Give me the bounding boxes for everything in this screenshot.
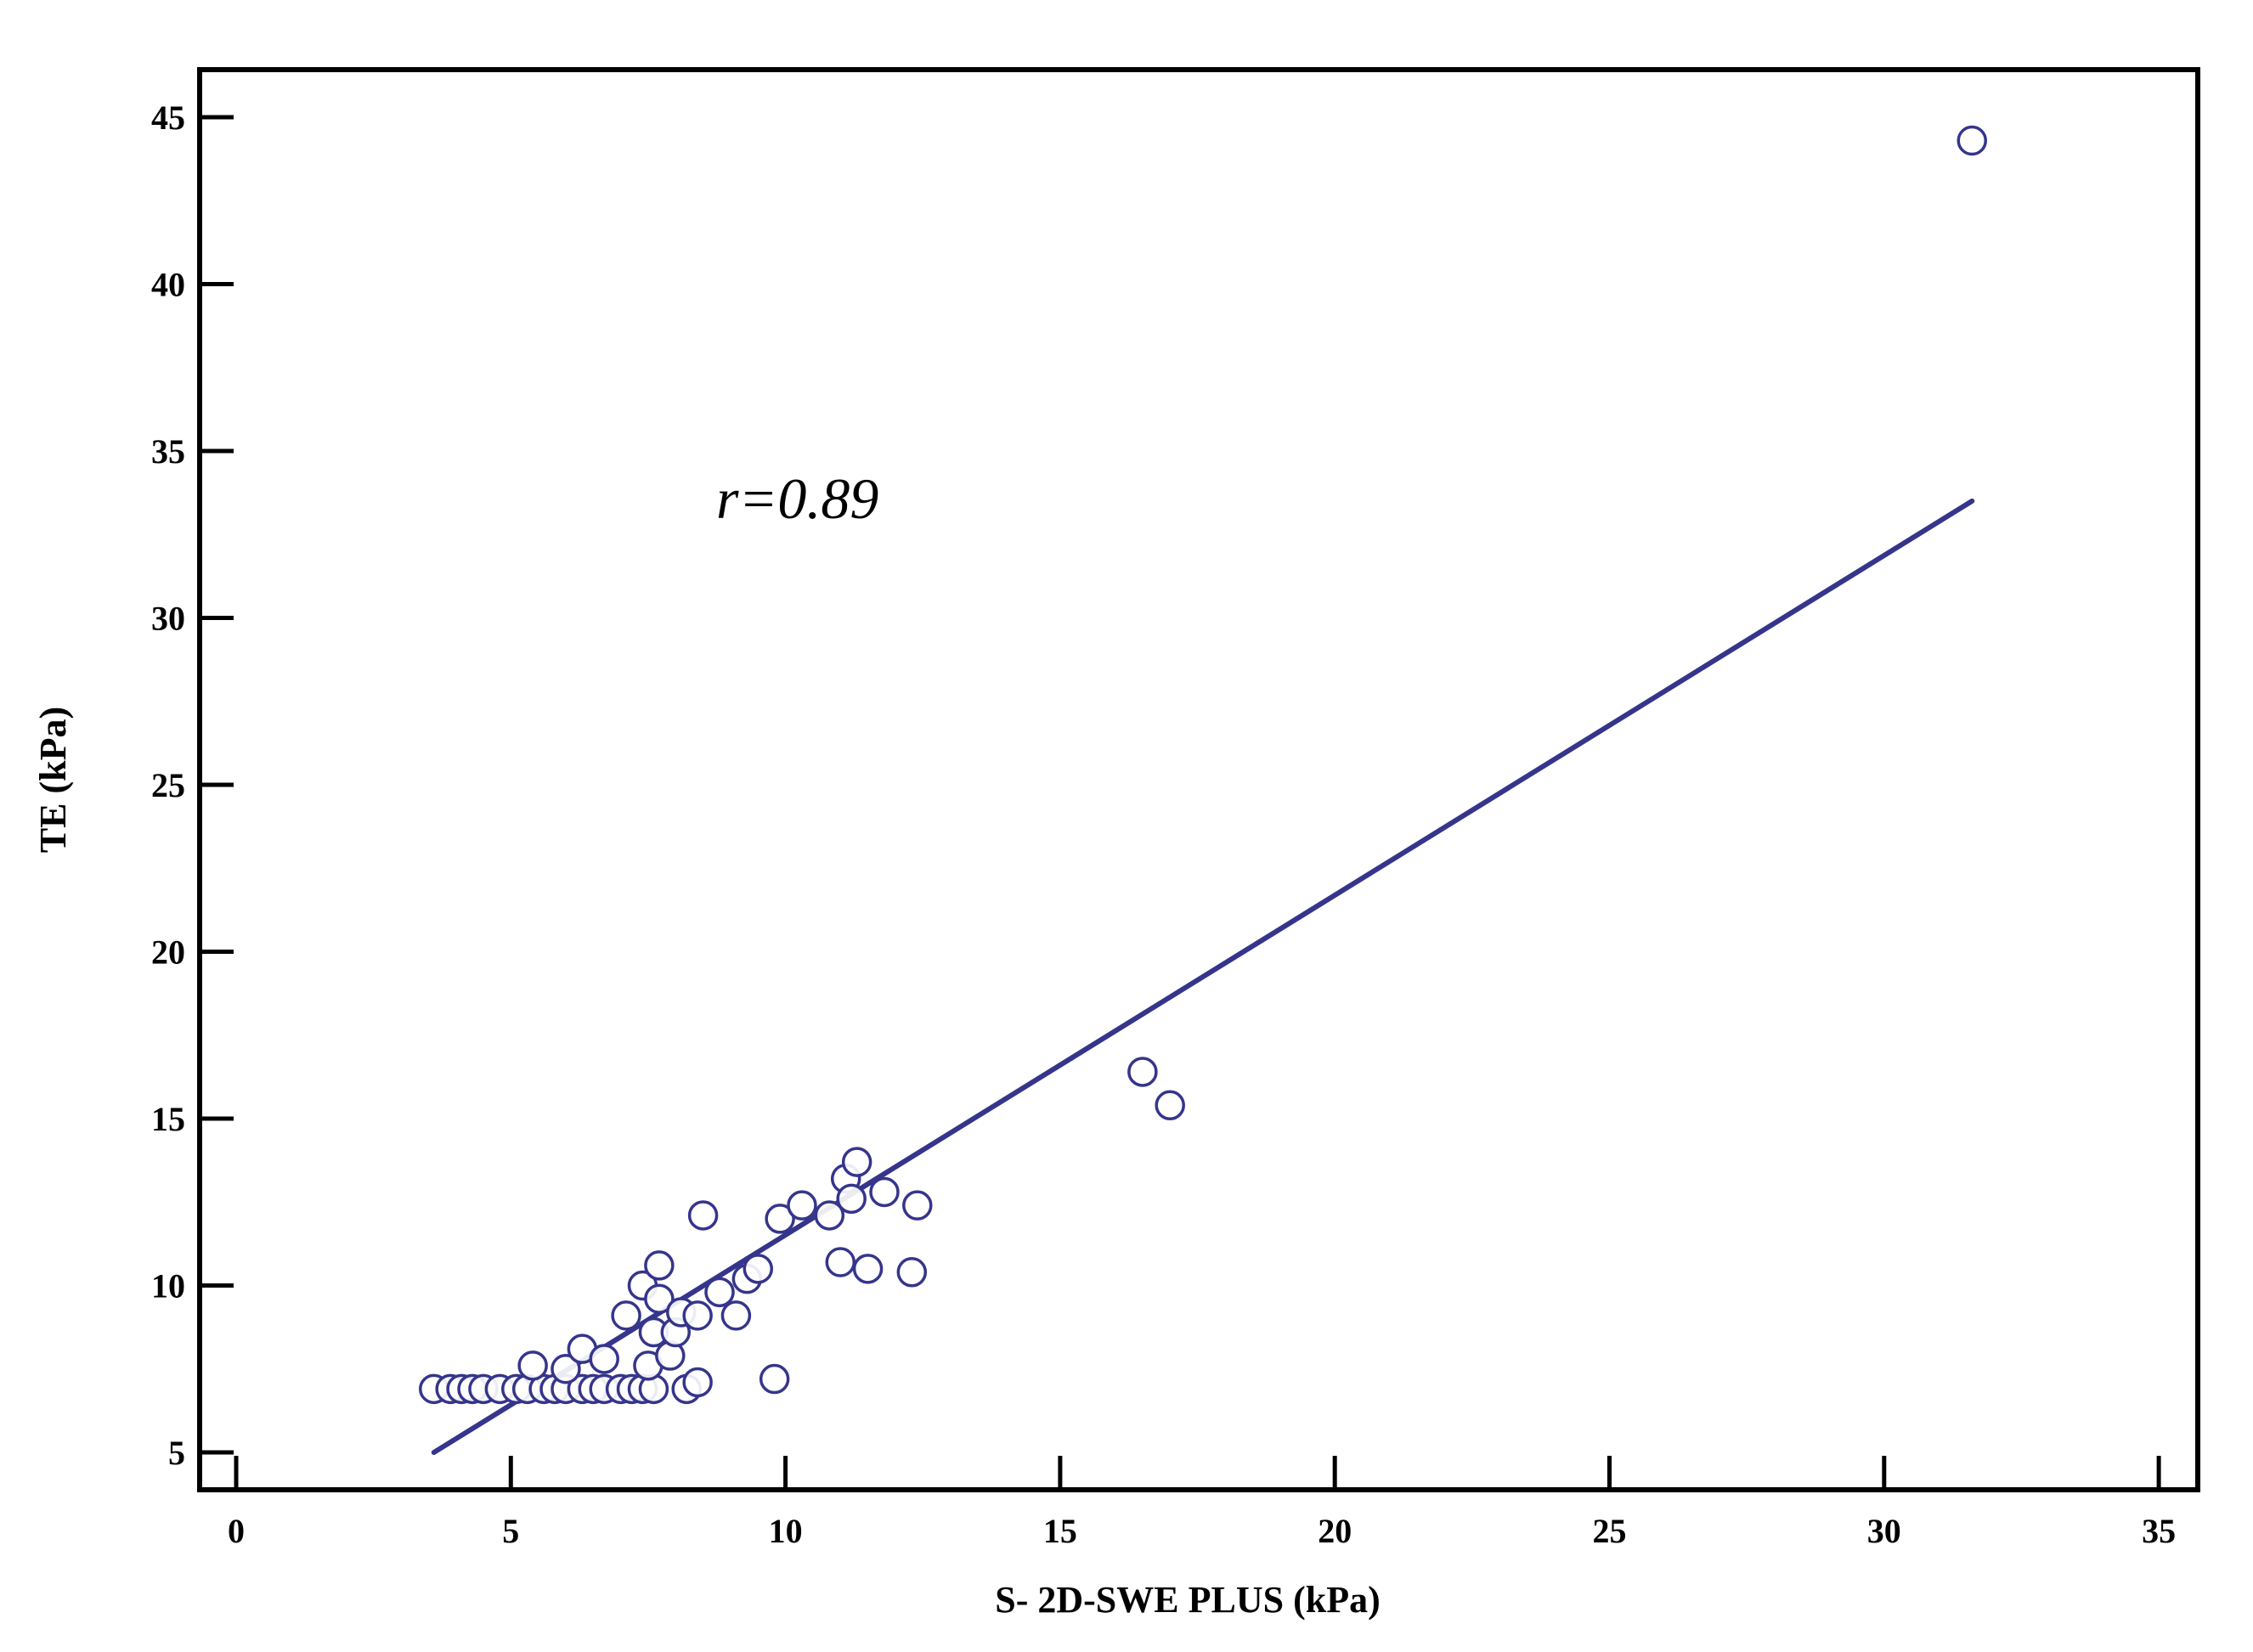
- y-tick-label: 30: [151, 600, 185, 638]
- data-point: [896, 1257, 928, 1288]
- data-point: [1155, 1090, 1185, 1121]
- y-tick-label: 40: [151, 266, 185, 304]
- data-point: [869, 1176, 900, 1208]
- data-point: [644, 1250, 675, 1281]
- data-point: [902, 1190, 933, 1221]
- y-tick-label: 25: [151, 766, 185, 804]
- x-tick-label: 15: [1043, 1512, 1077, 1550]
- y-axis-title: TE (kPa): [32, 707, 74, 853]
- x-axis-ticks: 0 5 10 15 20 25 30 35: [228, 1456, 2176, 1550]
- data-point: [704, 1277, 735, 1308]
- correlation-annotation: r=0.89: [716, 466, 878, 531]
- y-tick-label: 10: [151, 1267, 185, 1305]
- data-point: [644, 1283, 675, 1314]
- x-tick-label: 20: [1318, 1512, 1352, 1550]
- data-point: [743, 1254, 774, 1284]
- data-point: [787, 1190, 817, 1221]
- data-point: [589, 1344, 619, 1374]
- x-tick-label: 5: [502, 1512, 519, 1550]
- data-point: [1127, 1057, 1158, 1087]
- y-tick-label: 35: [151, 432, 185, 471]
- data-point: [611, 1300, 641, 1331]
- regression-line: [431, 498, 1975, 1455]
- data-point: [682, 1300, 713, 1331]
- data-point: [1957, 125, 1988, 156]
- plot-frame: [197, 67, 2200, 1492]
- data-point: [517, 1350, 548, 1381]
- y-tick-label: 20: [151, 933, 185, 972]
- x-tick-label: 10: [769, 1512, 803, 1550]
- data-points: [419, 125, 1988, 1405]
- x-tick-label: 25: [1593, 1512, 1627, 1550]
- x-axis-title: S- 2D-SWE PLUS (kPa): [995, 1579, 1381, 1621]
- data-point: [852, 1254, 884, 1284]
- data-point: [720, 1300, 752, 1331]
- y-tick-label: 5: [168, 1434, 185, 1472]
- y-tick-label: 45: [151, 99, 185, 137]
- x-tick-label: 30: [1867, 1512, 1901, 1550]
- x-tick-label: 0: [228, 1512, 245, 1550]
- data-point: [687, 1200, 719, 1231]
- data-point: [836, 1183, 867, 1215]
- data-point: [814, 1200, 845, 1231]
- data-point: [551, 1354, 581, 1384]
- y-axis-ticks: 5 10 15 20 25 30 35 40 45: [151, 99, 234, 1472]
- data-point: [841, 1147, 872, 1177]
- data-point: [825, 1247, 856, 1277]
- y-tick-label: 15: [151, 1100, 185, 1138]
- data-point: [765, 1204, 795, 1234]
- data-point: [682, 1367, 713, 1398]
- x-tick-label: 35: [2142, 1512, 2176, 1550]
- data-point: [759, 1363, 790, 1395]
